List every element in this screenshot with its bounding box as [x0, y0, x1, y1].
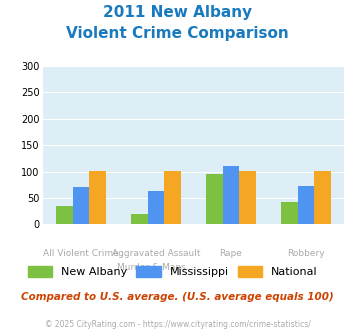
- Text: © 2025 CityRating.com - https://www.cityrating.com/crime-statistics/: © 2025 CityRating.com - https://www.city…: [45, 320, 310, 329]
- Bar: [56, 206, 73, 224]
- Text: Murder & Mans...: Murder & Mans...: [117, 263, 195, 272]
- Bar: [164, 171, 181, 224]
- Text: All Violent Crime: All Violent Crime: [43, 249, 119, 258]
- Text: Rape: Rape: [219, 249, 242, 258]
- Bar: [223, 166, 239, 224]
- Bar: [297, 186, 314, 224]
- Text: Robbery: Robbery: [287, 249, 325, 258]
- Bar: [73, 187, 89, 224]
- Bar: [314, 171, 331, 224]
- Bar: [89, 171, 106, 224]
- Text: Compared to U.S. average. (U.S. average equals 100): Compared to U.S. average. (U.S. average …: [21, 292, 334, 302]
- Bar: [206, 174, 223, 224]
- Text: Violent Crime Comparison: Violent Crime Comparison: [66, 26, 289, 41]
- Bar: [148, 191, 164, 224]
- Text: 2011 New Albany: 2011 New Albany: [103, 5, 252, 20]
- Text: Aggravated Assault: Aggravated Assault: [112, 249, 200, 258]
- Legend: New Albany, Mississippi, National: New Albany, Mississippi, National: [23, 261, 322, 281]
- Bar: [281, 202, 297, 224]
- Bar: [239, 171, 256, 224]
- Bar: [131, 214, 148, 224]
